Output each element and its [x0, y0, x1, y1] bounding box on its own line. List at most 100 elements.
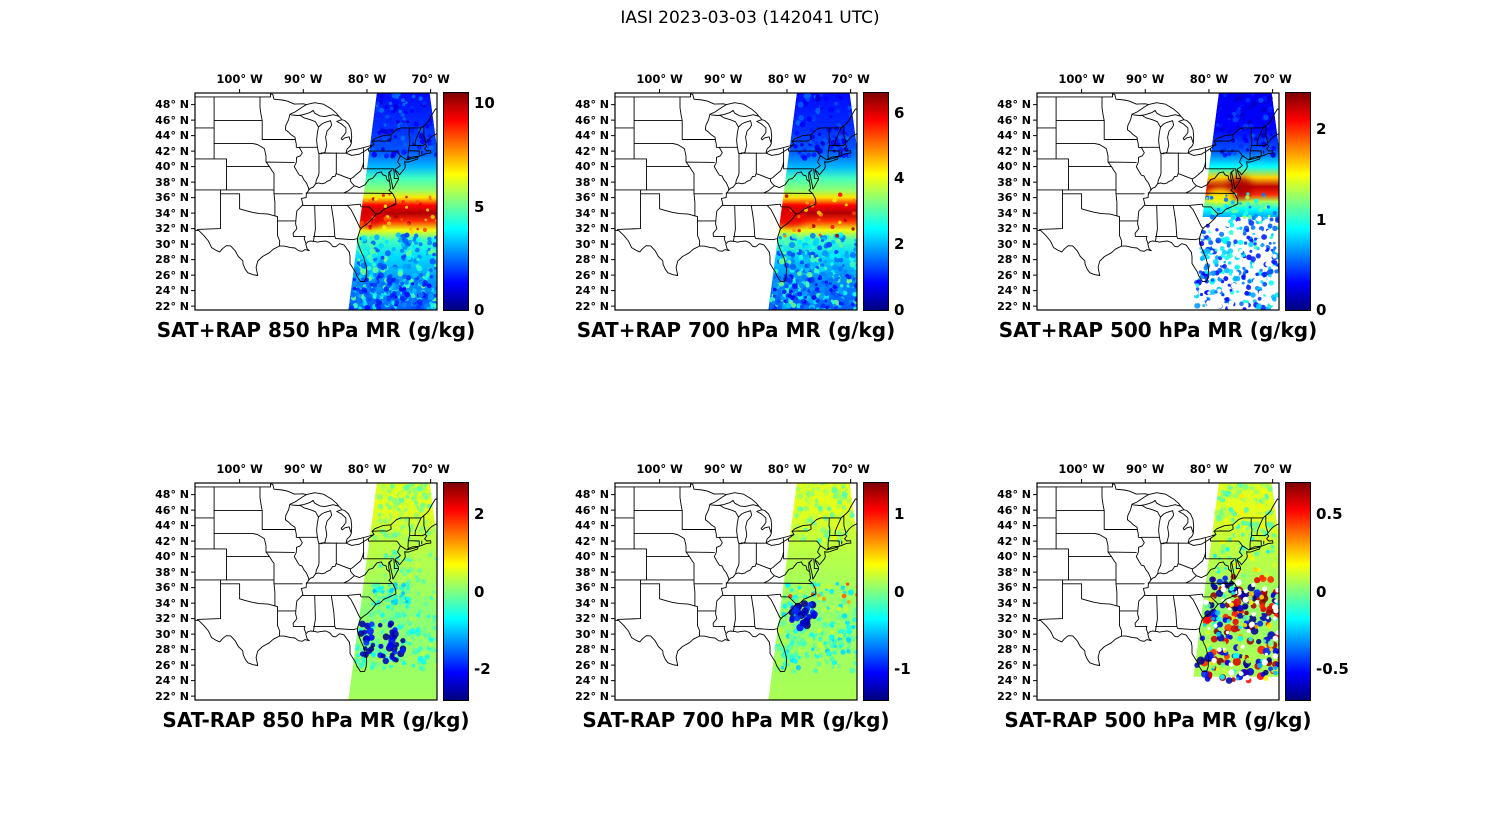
- lat-tick-label: 36° N: [997, 581, 1031, 595]
- panel-title-sat-minus-rap-500: SAT-RAP 500 hPa MR (g/kg): [1004, 708, 1312, 732]
- lat-tick-label: 48° N: [575, 488, 609, 502]
- lat-tick-label: 24° N: [575, 284, 609, 298]
- lon-tick-label: 100° W: [1058, 462, 1105, 476]
- lat-tick-label: 44° N: [155, 519, 189, 533]
- lat-tick-label: 38° N: [997, 565, 1031, 579]
- colorbar-tick-label: 0.5: [1316, 505, 1343, 523]
- lat-tick-label: 24° N: [997, 674, 1031, 688]
- lon-tick-label: 90° W: [1126, 462, 1165, 476]
- map-sat-minus-rap-500: [1033, 479, 1280, 701]
- lat-tick-label: 30° N: [997, 627, 1031, 641]
- lat-tick-label: 30° N: [575, 237, 609, 251]
- colorbar-sat-plus-rap-700: [863, 92, 889, 311]
- lat-tick-label: 44° N: [155, 129, 189, 143]
- colorbar-tick-label: 2: [474, 505, 485, 523]
- lat-tick-label: 38° N: [575, 565, 609, 579]
- lat-tick-label: 26° N: [997, 658, 1031, 672]
- lat-tick-label: 28° N: [155, 643, 189, 657]
- lat-tick-label: 48° N: [997, 98, 1031, 112]
- lat-tick-label: 42° N: [575, 144, 609, 158]
- colorbar-tick-label: 1: [894, 505, 905, 523]
- lon-tick-label: 70° W: [831, 72, 870, 86]
- lat-tick-label: 36° N: [575, 191, 609, 205]
- colorbar-sat-minus-rap-850: [443, 482, 469, 701]
- lat-tick-label: 42° N: [155, 534, 189, 548]
- lat-tick-label: 34° N: [155, 206, 189, 220]
- lat-tick-label: 24° N: [575, 674, 609, 688]
- lat-tick-label: 36° N: [997, 191, 1031, 205]
- lat-tick-label: 26° N: [155, 658, 189, 672]
- figure-title: IASI 2023-03-03 (142041 UTC): [620, 8, 880, 28]
- lat-tick-label: 38° N: [155, 175, 189, 189]
- lat-tick-label: 36° N: [575, 581, 609, 595]
- lat-tick-label: 48° N: [155, 98, 189, 112]
- lat-tick-label: 34° N: [575, 596, 609, 610]
- panel-sat-plus-rap-500: 100° W 90° W 80° W 70° W 48° N 46° N 44° N 42° …: [997, 73, 1326, 342]
- colorbar-tick-label: 5: [474, 197, 485, 216]
- lat-tick-label: 42° N: [575, 534, 609, 548]
- map-sat-minus-rap-850: [191, 479, 438, 701]
- lon-tick-label: 70° W: [1253, 462, 1292, 476]
- lat-tick-label: 32° N: [575, 222, 609, 236]
- map-sat-plus-rap-500: [1033, 89, 1280, 311]
- lat-tick-label: 46° N: [997, 113, 1031, 127]
- lon-tick-label: 80° W: [1189, 72, 1229, 86]
- lat-tick-label: 34° N: [575, 206, 609, 220]
- lat-tick-label: 32° N: [155, 612, 189, 626]
- lat-tick-label: 30° N: [575, 627, 609, 641]
- lon-tick-label: 80° W: [767, 72, 807, 86]
- lat-tick-label: 30° N: [155, 627, 189, 641]
- lat-tick-label: 40° N: [997, 550, 1031, 564]
- lat-tick-label: 34° N: [997, 206, 1031, 220]
- colorbar-sat-plus-rap-500: [1285, 92, 1311, 311]
- map-sat-minus-rap-700: [611, 479, 858, 701]
- colorbar-sat-minus-rap-500: [1285, 482, 1311, 701]
- lat-tick-label: 46° N: [997, 503, 1031, 517]
- lat-tick-label: 32° N: [575, 612, 609, 626]
- lat-tick-label: 28° N: [155, 253, 189, 267]
- lon-tick-label: 100° W: [1058, 72, 1105, 86]
- lat-tick-label: 34° N: [997, 596, 1031, 610]
- colorbar-tick-label: 0: [474, 582, 485, 601]
- colorbar-tick-label: 0: [1316, 301, 1327, 319]
- lat-tick-label: 48° N: [575, 98, 609, 112]
- lat-tick-label: 46° N: [155, 503, 189, 517]
- colorbar-tick-label: 4: [894, 169, 905, 188]
- colorbar-tick-label: 1: [1316, 210, 1327, 229]
- lat-tick-label: 32° N: [997, 612, 1031, 626]
- lat-tick-label: 22° N: [575, 299, 609, 313]
- lat-tick-label: 22° N: [575, 689, 609, 703]
- lon-tick-label: 90° W: [284, 462, 323, 476]
- lon-tick-label: 80° W: [347, 72, 387, 86]
- colorbar-sat-minus-rap-700: [863, 482, 889, 701]
- colorbar-tick-label: -0.5: [1316, 660, 1349, 678]
- map-sat-plus-rap-700: [611, 89, 858, 311]
- lat-tick-label: 48° N: [155, 488, 189, 502]
- lat-tick-label: 30° N: [997, 237, 1031, 251]
- lat-tick-label: 38° N: [155, 565, 189, 579]
- colorbar-tick-label: 0: [894, 582, 905, 601]
- lat-tick-label: 24° N: [155, 284, 189, 298]
- lat-tick-label: 42° N: [997, 144, 1031, 158]
- lon-tick-label: 80° W: [347, 462, 387, 476]
- lat-tick-label: 44° N: [997, 519, 1031, 533]
- lat-tick-label: 40° N: [155, 160, 189, 174]
- colorbar-tick-label: 0: [894, 301, 905, 319]
- panel-sat-plus-rap-850: 100° W 90° W 80° W 70° W 48° N 46° N 44° N 42° …: [155, 73, 495, 342]
- lon-tick-label: 70° W: [411, 462, 450, 476]
- lat-tick-label: 32° N: [997, 222, 1031, 236]
- panel-title-sat-minus-rap-850: SAT-RAP 850 hPa MR (g/kg): [162, 708, 470, 732]
- lon-tick-label: 100° W: [216, 72, 263, 86]
- colorbar-sat-plus-rap-850: [443, 92, 469, 311]
- lat-tick-label: 36° N: [155, 581, 189, 595]
- lon-tick-label: 70° W: [411, 72, 450, 86]
- panel-sat-minus-rap-500: 100° W 90° W 80° W 70° W 48° N 46° N 44° N 42° …: [997, 463, 1349, 732]
- panel-title-sat-plus-rap-700: SAT+RAP 700 hPa MR (g/kg): [576, 318, 896, 342]
- lat-tick-label: 48° N: [997, 488, 1031, 502]
- lat-tick-label: 44° N: [997, 129, 1031, 143]
- lat-tick-label: 26° N: [997, 268, 1031, 282]
- lat-tick-label: 26° N: [155, 268, 189, 282]
- colorbar-tick-label: -1: [894, 660, 911, 678]
- lat-tick-label: 28° N: [575, 253, 609, 267]
